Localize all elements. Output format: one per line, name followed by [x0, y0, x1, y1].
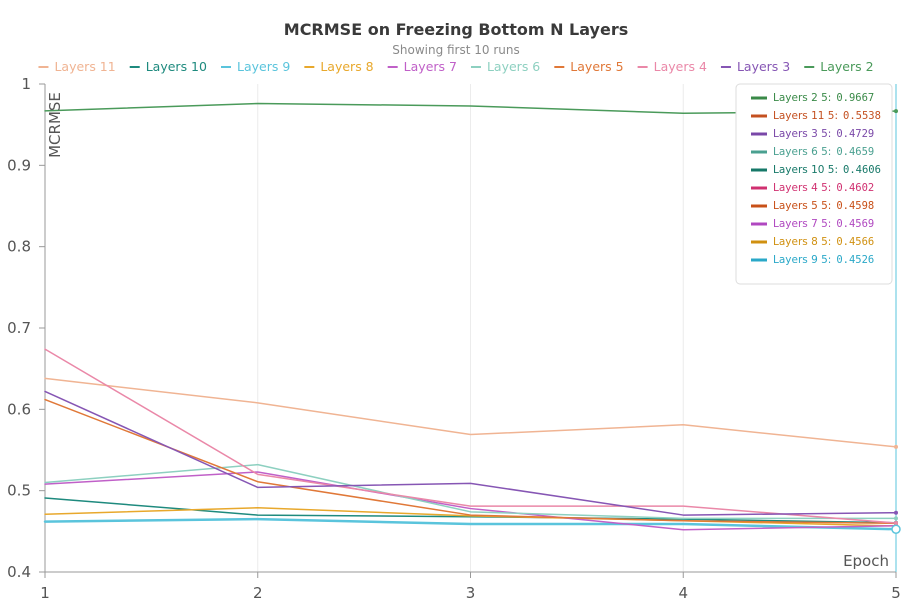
tooltip-label: Layers 5 5: 0.4598 — [773, 200, 874, 212]
series-line — [44, 390, 897, 516]
hover-point — [894, 109, 898, 114]
tooltip-row: Layers 9 5: 0.4526 — [751, 254, 874, 266]
y-axis-label: MCRMSE — [46, 92, 64, 158]
tooltip-label: Layers 9 5: 0.4526 — [773, 254, 874, 266]
tooltip-row: Layers 8 5: 0.4566 — [751, 236, 874, 248]
series-line — [44, 377, 897, 448]
legend-label: Layers 9 — [237, 59, 290, 74]
tooltip-run-name: Layers 5 5: — [773, 200, 831, 212]
legend-item: Layers 3 — [720, 59, 790, 74]
tooltip-value: 0.4602 — [836, 182, 874, 194]
legend-label: Layers 6 — [487, 59, 540, 74]
y-tick-label: 0.4 — [7, 563, 31, 581]
tooltip-value: 0.4598 — [836, 200, 874, 212]
legend-item: Layers 4 — [637, 59, 707, 74]
legend-item: Layers 9 — [221, 59, 290, 74]
legend-item: Layers 5 — [554, 59, 624, 74]
tooltip-run-name: Layers 6 5: — [773, 146, 831, 158]
tooltip-run-name: Layers 3 5: — [773, 128, 831, 140]
series-line — [44, 463, 897, 520]
y-tick-label: 0.6 — [7, 400, 31, 418]
tooltip-label: Layers 10 5: 0.4606 — [773, 164, 881, 176]
tooltip-row: Layers 7 5: 0.4569 — [751, 218, 874, 230]
hover-point — [894, 521, 898, 526]
legend-item: Layers 6 — [470, 59, 540, 74]
series-line — [44, 471, 897, 531]
series-lines — [43, 102, 898, 531]
tooltip-label: Layers 11 5: 0.5538 — [773, 110, 881, 122]
tooltip-value: 0.4606 — [843, 164, 881, 176]
legend-label: Layers 10 — [146, 59, 207, 74]
tooltip-row: Layers 4 5: 0.4602 — [751, 182, 874, 194]
legend-label: Layers 4 — [654, 59, 707, 74]
tooltip-row: Layers 5 5: 0.4598 — [751, 200, 874, 212]
legend-label: Layers 7 — [404, 59, 457, 74]
hover-markers — [891, 84, 901, 572]
axes: 1 2 3 4 5 0.4 0.5 0.6 0.7 0.8 0.9 1 — [7, 75, 901, 602]
tooltip-row: Layers 2 5: 0.9667 — [751, 92, 874, 104]
tooltip-run-name: Layers 10 5: — [773, 164, 838, 176]
legend-item: Layers 11 — [38, 59, 116, 74]
tooltip-run-name: Layers 7 5: — [773, 218, 831, 230]
hover-point — [894, 444, 898, 449]
y-tick-label: 0.8 — [7, 238, 31, 256]
tooltip-value: 0.4729 — [836, 128, 874, 140]
tooltip-row: Layers 11 5: 0.5538 — [751, 110, 881, 122]
hover-point — [894, 516, 898, 521]
tooltip-label: Layers 4 5: 0.4602 — [773, 182, 874, 194]
tooltip-value: 0.9667 — [836, 92, 874, 104]
hover-highlight-point — [891, 524, 901, 534]
x-axis-label: Epoch — [843, 552, 889, 570]
tooltip-run-name: Layers 4 5: — [773, 182, 831, 194]
tooltip-label: Layers 8 5: 0.4566 — [773, 236, 874, 248]
legend-item: Layers 8 — [304, 59, 374, 74]
hover-point — [894, 510, 898, 515]
legend-label: Layers 8 — [320, 59, 373, 74]
legend-label: Layers 5 — [570, 59, 623, 74]
series-line — [43, 517, 898, 531]
tooltip-box — [735, 83, 893, 285]
x-tick-label: 5 — [891, 584, 901, 602]
x-tick-label: 1 — [40, 584, 50, 602]
tooltip-label: Layers 6 5: 0.4659 — [773, 146, 874, 158]
tooltip-label: Layers 2 5: 0.9667 — [773, 92, 874, 104]
tooltip-value: 0.4569 — [836, 218, 874, 230]
legend-label: Layers 11 — [54, 59, 115, 74]
tooltip-run-name: Layers 9 5: — [773, 254, 831, 266]
legend-item: Layers 7 — [387, 59, 457, 74]
y-tick-label: 0.9 — [7, 156, 31, 174]
legend-item: Layers 2 — [804, 59, 874, 74]
tooltip-run-name: Layers 8 5: — [773, 236, 831, 248]
x-tick-label: 2 — [253, 584, 263, 602]
tooltip-label: Layers 3 5: 0.4729 — [773, 128, 874, 140]
series-line — [44, 398, 897, 525]
legend-label: Layers 2 — [820, 59, 873, 74]
legend: Layers 11 Layers 10 Layers 9 Layers 8 Layers… — [38, 59, 874, 74]
tooltip-row: Layers 6 5: 0.4659 — [751, 146, 874, 158]
legend-item: Layers 10 — [129, 59, 207, 74]
tooltip-value: 0.4566 — [836, 236, 874, 248]
y-tick-label: 1 — [21, 75, 31, 93]
series-line — [44, 506, 897, 527]
chart-title: MCRMSE on Freezing Bottom N Layers — [284, 20, 628, 39]
legend-label: Layers 3 — [737, 59, 790, 74]
tooltip-row: Layers 3 5: 0.4729 — [751, 128, 874, 140]
tooltip-value: 0.4659 — [836, 146, 874, 158]
x-tick-label: 4 — [678, 584, 688, 602]
tooltip-run-name: Layers 11 5: — [773, 110, 838, 122]
tooltip-value: 0.4526 — [836, 254, 874, 266]
tooltip-label: Layers 7 5: 0.4569 — [773, 218, 874, 230]
y-tick-label: 0.7 — [7, 319, 31, 337]
y-tick-label: 0.5 — [7, 482, 31, 500]
chart-subtitle: Showing first 10 runs — [392, 43, 520, 57]
x-tick-label: 3 — [466, 584, 476, 602]
tooltip-value: 0.5538 — [843, 110, 881, 122]
tooltip-row: Layers 10 5: 0.4606 — [751, 164, 881, 176]
series-line — [44, 348, 897, 524]
tooltip-run-name: Layers 2 5: — [773, 92, 831, 104]
